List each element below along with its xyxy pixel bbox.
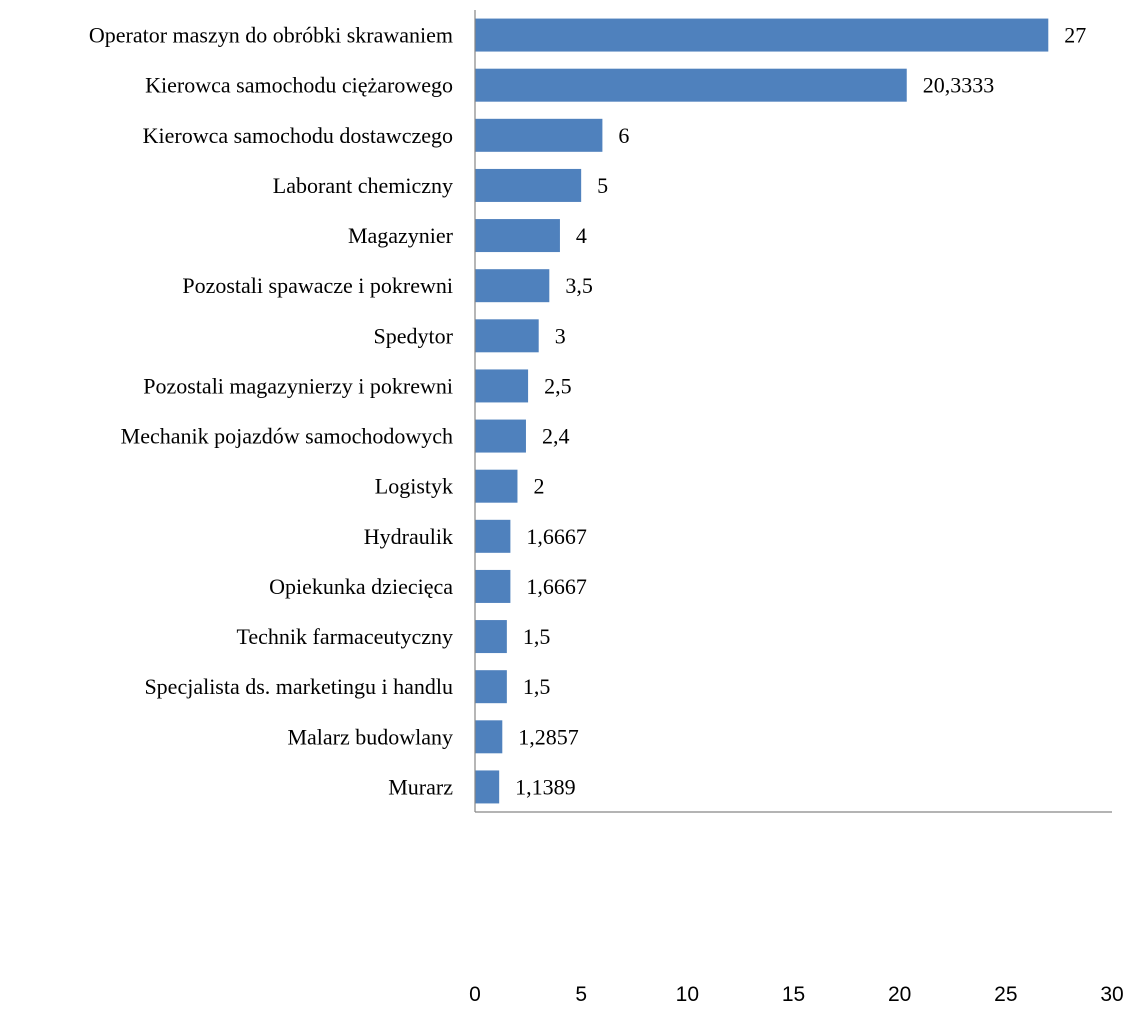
x-axis-ticks: 0 5 10 15 20 25 30 xyxy=(469,983,1124,1006)
value-label: 6 xyxy=(618,123,629,148)
category-label: Spedytor xyxy=(374,323,454,348)
x-tick-label: 0 xyxy=(469,983,481,1006)
category-label: Murarz xyxy=(388,774,453,799)
bar xyxy=(475,670,507,704)
bar xyxy=(475,519,511,553)
bar xyxy=(475,720,503,754)
value-label: 5 xyxy=(597,173,608,198)
value-label: 3,5 xyxy=(565,273,593,298)
category-label: Operator maszyn do obróbki skrawaniem xyxy=(89,23,453,48)
x-tick-label: 5 xyxy=(575,983,587,1006)
bar xyxy=(475,118,603,152)
value-label: 4 xyxy=(576,223,587,248)
category-label: Specjalista ds. marketingu i handlu xyxy=(144,674,453,699)
bar xyxy=(475,18,1049,52)
value-label: 3 xyxy=(555,323,566,348)
category-label: Pozostali spawacze i pokrewni xyxy=(182,273,453,298)
bar xyxy=(475,569,511,603)
category-label: Opiekunka dziecięca xyxy=(269,574,453,599)
bars-group xyxy=(475,18,1049,804)
value-label: 20,3333 xyxy=(923,73,995,98)
category-label: Laborant chemiczny xyxy=(273,173,453,198)
bar xyxy=(475,68,907,102)
x-tick-label: 30 xyxy=(1100,983,1123,1006)
value-label: 1,2857 xyxy=(518,724,579,749)
bar xyxy=(475,620,507,654)
x-tick-label: 10 xyxy=(676,983,699,1006)
value-label: 1,1389 xyxy=(515,774,576,799)
x-tick-label: 25 xyxy=(994,983,1017,1006)
x-tick-label: 20 xyxy=(888,983,911,1006)
bar xyxy=(475,770,500,804)
bar xyxy=(475,469,518,503)
value-label: 2,4 xyxy=(542,424,570,449)
category-label: Technik farmaceutyczny xyxy=(236,624,453,649)
bar xyxy=(475,219,560,253)
value-label: 1,5 xyxy=(523,624,551,649)
category-label: Hydraulik xyxy=(364,524,453,549)
value-label: 1,5 xyxy=(523,674,551,699)
value-label: 1,6667 xyxy=(526,524,587,549)
category-label: Mechanik pojazdów samochodowych xyxy=(121,424,453,449)
value-label: 27 xyxy=(1064,23,1086,48)
bar xyxy=(475,168,582,202)
x-tick-label: 15 xyxy=(782,983,805,1006)
category-label: Magazynier xyxy=(348,223,454,248)
bar xyxy=(475,319,539,353)
value-label: 2,5 xyxy=(544,373,572,398)
category-label: Malarz budowlany xyxy=(287,724,453,749)
value-label: 2 xyxy=(533,474,544,499)
category-labels: Operator maszyn do obróbki skrawaniem Kie… xyxy=(89,23,454,800)
bar xyxy=(475,269,550,303)
category-label: Pozostali magazynierzy i pokrewni xyxy=(143,373,453,398)
bar xyxy=(475,419,526,453)
value-label: 1,6667 xyxy=(526,574,587,599)
category-label: Kierowca samochodu ciężarowego xyxy=(145,73,453,98)
bar xyxy=(475,369,529,403)
value-labels: 27 20,3333 654 3,5 3 2,5 2,4 2 1,6667 1,6667 1,5 1,… xyxy=(515,23,1086,800)
category-label: Logistyk xyxy=(375,474,453,499)
category-label: Kierowca samochodu dostawczego xyxy=(143,123,453,148)
